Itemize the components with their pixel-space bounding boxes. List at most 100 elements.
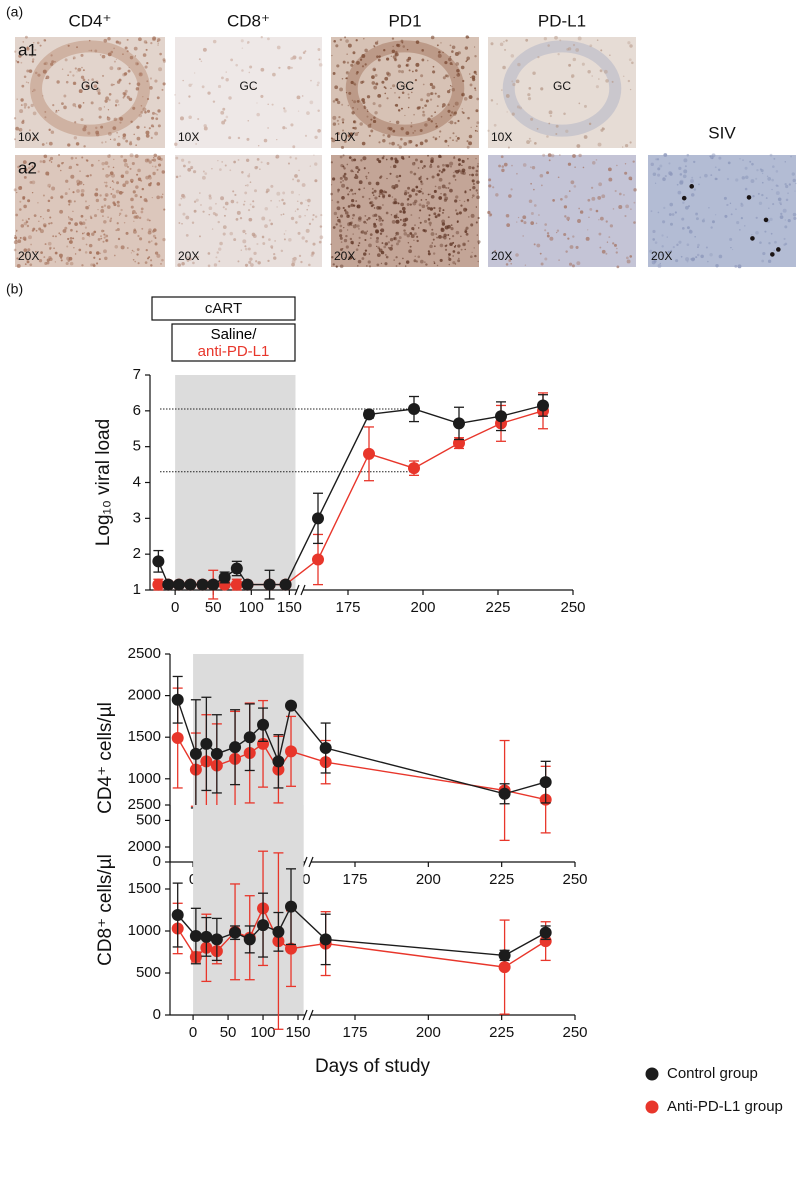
image-speck xyxy=(544,229,547,232)
image-speck xyxy=(436,264,439,267)
image-speck xyxy=(27,171,30,174)
image-speck xyxy=(574,166,576,168)
image-speck xyxy=(254,165,258,170)
image-speck xyxy=(422,107,424,109)
image-speck xyxy=(270,199,273,202)
y-axis-label: Log₁₀ viral load xyxy=(93,419,114,546)
image-speck xyxy=(657,167,661,171)
image-speck xyxy=(43,154,48,159)
image-speck xyxy=(54,261,56,263)
image-speck xyxy=(605,79,609,83)
image-speck xyxy=(353,126,357,130)
image-speck xyxy=(525,38,529,42)
image-speck xyxy=(312,214,315,217)
image-speck xyxy=(50,161,53,163)
image-speck xyxy=(317,81,320,85)
image-speck xyxy=(208,213,211,216)
image-speck xyxy=(188,83,192,87)
image-speck xyxy=(633,221,636,224)
image-speck xyxy=(473,247,475,249)
image-speck xyxy=(402,218,407,223)
image-speck xyxy=(193,200,197,203)
image-speck xyxy=(651,260,656,265)
image-speck xyxy=(352,82,356,86)
image-speck xyxy=(267,103,269,106)
image-speck xyxy=(68,165,73,170)
image-speck xyxy=(472,78,476,82)
image-speck xyxy=(664,175,667,178)
image-speck xyxy=(437,213,441,217)
image-speck xyxy=(207,252,211,255)
image-speck xyxy=(287,162,290,165)
image-speck xyxy=(120,155,124,158)
image-speck xyxy=(564,215,567,218)
image-speck xyxy=(377,93,382,98)
image-speck xyxy=(426,177,429,180)
image-speck xyxy=(555,124,559,128)
image-speck xyxy=(420,74,424,78)
image-speck xyxy=(405,85,408,88)
image-speck xyxy=(101,74,105,77)
image-speck xyxy=(424,104,427,108)
image-speck xyxy=(727,161,731,165)
image-speck xyxy=(510,54,515,58)
image-speck xyxy=(156,195,160,200)
image-speck xyxy=(761,172,764,175)
image-speck xyxy=(350,63,354,67)
image-speck xyxy=(378,216,382,220)
image-background xyxy=(488,155,636,267)
image-speck xyxy=(379,222,383,226)
image-speck xyxy=(498,164,501,168)
image-speck xyxy=(785,198,789,202)
image-speck xyxy=(466,59,469,62)
image-speck xyxy=(749,160,752,163)
image-speck xyxy=(475,109,479,113)
image-speck xyxy=(42,160,46,164)
image-speck xyxy=(740,217,743,220)
image-speck xyxy=(81,66,83,69)
image-speck xyxy=(438,234,442,239)
image-speck xyxy=(26,260,30,264)
image-speck xyxy=(23,204,27,209)
image-speck xyxy=(50,130,55,134)
image-speck xyxy=(25,219,27,221)
image-speck xyxy=(629,141,632,144)
magnification: 10X xyxy=(178,130,199,144)
image-speck xyxy=(19,208,22,211)
image-speck xyxy=(354,175,359,180)
image-speck xyxy=(566,216,570,221)
image-speck xyxy=(370,129,374,133)
image-speck xyxy=(255,260,258,263)
image-speck xyxy=(283,238,286,241)
image-speck xyxy=(150,240,153,242)
image-speck xyxy=(115,40,119,44)
image-speck xyxy=(457,244,461,248)
image-speck xyxy=(567,219,569,222)
image-speck xyxy=(413,113,415,116)
image-speck xyxy=(415,193,418,196)
image-speck xyxy=(473,70,477,74)
image-speck xyxy=(116,142,121,147)
image-speck xyxy=(132,258,135,261)
image-speck xyxy=(776,247,781,252)
axis-break xyxy=(294,584,300,596)
image-speck xyxy=(110,50,114,54)
image-speck xyxy=(338,116,341,119)
image-speck xyxy=(152,171,156,176)
image-speck xyxy=(62,229,67,233)
image-speck xyxy=(198,58,201,61)
image-speck xyxy=(290,216,295,221)
image-speck xyxy=(132,229,137,234)
image-speck xyxy=(771,178,774,182)
image-speck xyxy=(435,125,438,128)
image-speck xyxy=(18,127,23,132)
image-speck xyxy=(332,115,337,120)
image-speck xyxy=(102,240,105,243)
image-speck xyxy=(572,43,576,47)
image-speck xyxy=(624,171,628,175)
image-speck xyxy=(476,192,479,194)
image-speck xyxy=(361,257,365,260)
image-speck xyxy=(618,205,623,210)
image-speck xyxy=(122,96,125,99)
image-speck xyxy=(48,159,51,162)
